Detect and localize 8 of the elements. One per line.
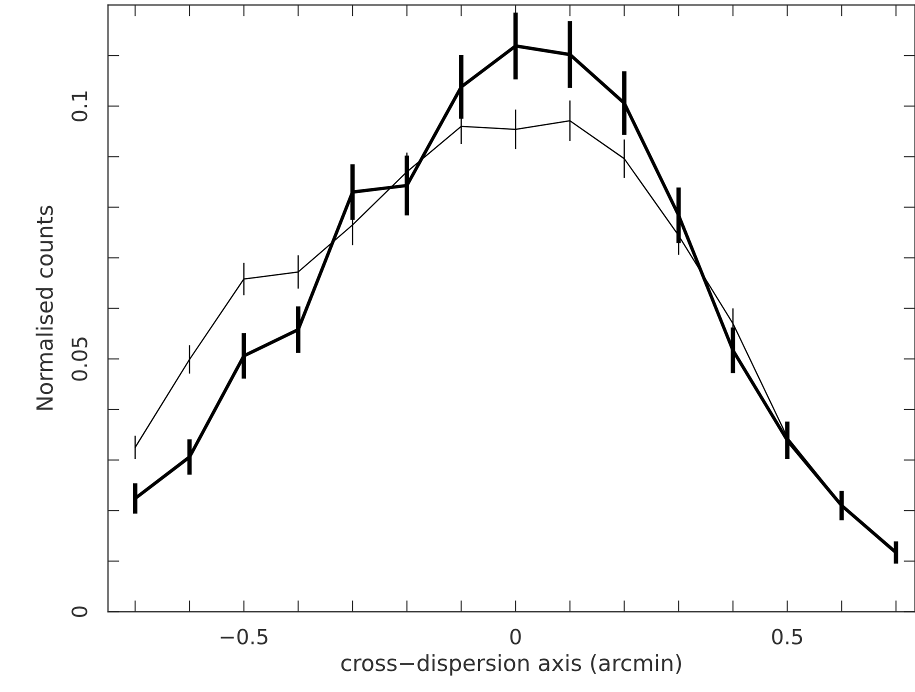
y-tick-label: 0 (72, 606, 88, 617)
x-tick-label: −0.5 (220, 628, 268, 644)
x-tick-label: 0.5 (772, 628, 802, 644)
y-tick-label: 0.1 (72, 91, 88, 122)
y-tick-label: 0.05 (72, 338, 88, 381)
x-tick-label: 0 (510, 628, 521, 644)
x-axis-title: cross−dispersion axis (arcmin) (341, 654, 681, 676)
y-axis-title: Normalised counts (36, 206, 53, 410)
